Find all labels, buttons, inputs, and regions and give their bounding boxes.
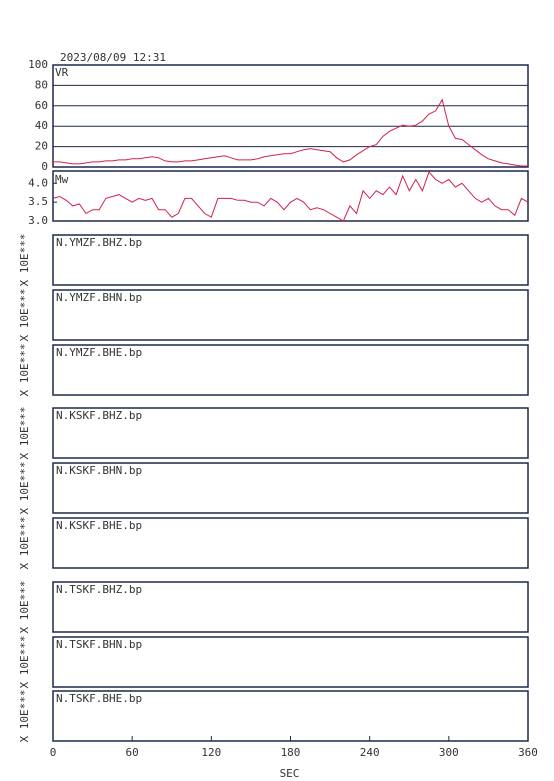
data-line [52,171,529,222]
trace-label: N.KSKF.BHN.bp [56,464,142,477]
trace-unit: X 10E*** [18,581,31,634]
trace-unit: X 10E*** [18,407,31,460]
x-tick-label: 0 [50,746,57,759]
trace-label: N.YMZF.BHN.bp [56,291,142,304]
trace-label: N.TSKF.BHN.bp [56,638,142,651]
panel-frame [52,170,529,222]
trace-unit: X 10E*** [18,234,31,287]
x-tick-label: 60 [126,746,139,759]
x-tick-label: 360 [518,746,538,759]
panel-label: Mw [55,173,69,186]
y-tick-label: 3.0 [28,214,48,227]
x-tick-label: 300 [439,746,459,759]
trace-label: N.YMZF.BHE.bp [56,346,142,359]
y-tick-label: 20 [35,140,48,153]
trace-panel [52,289,529,341]
trace-unit: X 10E*** [18,344,31,397]
y-tick-label: 60 [35,99,48,112]
trace-unit: X 10E*** [18,517,31,570]
trace-panel [52,407,529,459]
trace-panel [52,581,529,633]
data-line [53,98,528,167]
trace-label: N.TSKF.BHZ.bp [56,583,142,596]
y-tick-label: 80 [35,78,48,91]
trace-label: N.KSKF.BHZ.bp [56,409,142,422]
trace-unit: X 10E*** [18,462,31,515]
panel-label: VR [55,66,69,79]
y-tick-label: 0 [41,160,48,173]
trace-panel [52,234,529,286]
y-tick-label: 4.0 [28,176,48,189]
trace-label: N.YMZF.BHZ.bp [56,236,142,249]
panel-frame [52,64,529,168]
trace-panel [52,517,529,569]
x-tick-label: 120 [201,746,221,759]
y-tick-label: 3.5 [28,195,48,208]
trace-panel [52,636,529,688]
trace-unit: X 10E*** [18,636,31,689]
trace-panel [52,344,529,396]
trace-unit: X 10E*** [18,690,31,743]
trace-label: N.TSKF.BHE.bp [56,692,142,705]
x-axis-label: SEC [280,767,300,780]
trace-label: N.KSKF.BHE.bp [56,519,142,532]
trace-unit: X 10E*** [18,289,31,342]
x-tick-label: 240 [360,746,380,759]
x-tick-label: 180 [281,746,301,759]
y-tick-label: 40 [35,119,48,132]
y-tick-label: 100 [28,58,48,71]
trace-panel [52,462,529,514]
chart-title: 2023/08/09 12:31 [60,51,166,64]
